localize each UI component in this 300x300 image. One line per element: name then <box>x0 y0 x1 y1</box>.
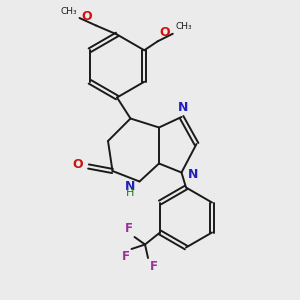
Text: H: H <box>126 188 134 198</box>
Text: F: F <box>122 250 130 263</box>
Text: F: F <box>125 223 133 236</box>
Text: N: N <box>178 101 188 114</box>
Text: O: O <box>159 26 170 39</box>
Text: O: O <box>73 158 83 172</box>
Text: N: N <box>125 180 135 194</box>
Text: CH₃: CH₃ <box>61 7 77 16</box>
Text: N: N <box>188 167 199 181</box>
Text: F: F <box>149 260 158 272</box>
Text: O: O <box>82 10 92 23</box>
Text: CH₃: CH₃ <box>175 22 192 32</box>
